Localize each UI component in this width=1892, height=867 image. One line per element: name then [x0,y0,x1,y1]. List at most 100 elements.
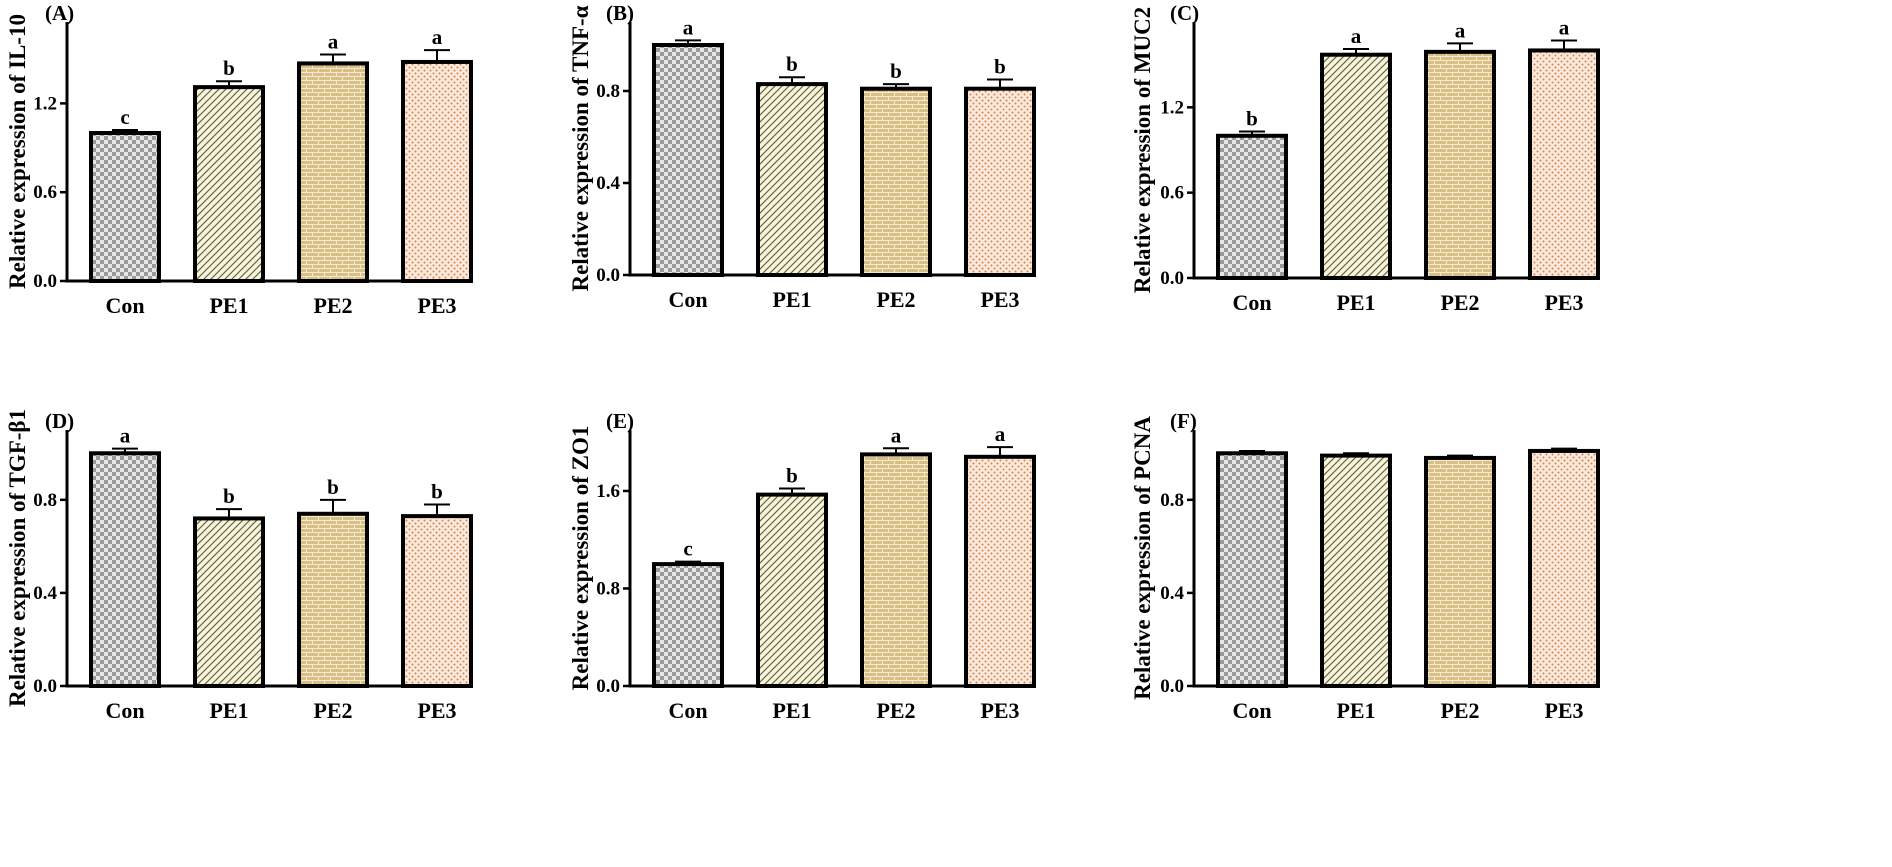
significance-letter: a [120,424,131,448]
x-tick-label: PE1 [772,698,811,723]
bar-pe3 [401,59,473,283]
bar-pe1 [1320,52,1392,281]
x-tick-label: PE2 [876,698,915,723]
chart-panel-5: (E) Relative expression of ZO1 0.0 0.8 1.6 c C… [568,409,1036,723]
y-tick-label: 0.0 [33,271,57,292]
significance-letter: b [890,59,902,83]
significance-letter: c [120,105,129,129]
panel-letter: (A) [45,1,74,25]
bar-pe2 [1424,455,1496,688]
significance-letter: b [223,56,235,80]
significance-letter: b [786,464,798,488]
y-tick-label: 0.0 [596,676,620,697]
x-tick-label: Con [668,698,707,723]
y-tick-label: 0.0 [1160,268,1184,289]
significance-letter: b [1246,107,1258,131]
panel-letter: (C) [1170,1,1199,25]
bar-con [1216,451,1288,689]
x-tick-label: PE1 [1336,290,1375,315]
significance-letter: a [683,15,694,39]
panel-letter: (B) [606,1,634,25]
bar-pe3 [964,454,1036,689]
x-tick-label: PE1 [209,698,248,723]
x-tick-label: PE1 [1336,698,1375,723]
y-axis-label: Relative expression of PCNA [1130,416,1155,700]
bar-pe2 [297,61,369,283]
chart-panel-2: (B) Relative expression of TNF-α 0.0 0.4 0.8… [568,1,1036,312]
y-axis-label: Relative expression of IL-10 [5,14,30,289]
y-tick-label: 0.8 [596,578,620,599]
x-tick-label: PE1 [772,287,811,312]
x-tick-label: PE3 [417,293,456,318]
x-tick-label: PE2 [313,698,352,723]
x-tick-label: PE1 [209,293,248,318]
x-tick-label: Con [1232,290,1271,315]
y-axis-label: Relative expression of TGF-β1 [5,409,30,707]
bar-con [89,131,161,283]
bar-pe1 [756,82,828,277]
bar-pe2 [1424,49,1496,280]
x-tick-label: PE3 [1544,290,1583,315]
y-axis-label: Relative expression of MUC2 [1130,7,1155,293]
x-tick-label: PE3 [1544,698,1583,723]
bar-pe3 [1528,448,1600,689]
y-tick-label: 1.2 [33,93,57,114]
y-tick-label: 0.4 [1160,583,1184,604]
y-tick-label: 0.4 [33,583,57,604]
significance-letter: a [328,30,339,54]
significance-letter: a [432,25,443,49]
y-tick-label: 1.2 [1160,97,1184,118]
panel-letter: (E) [606,409,634,433]
chart-panel-3: (C) Relative expression of MUC2 0.0 0.6 1.2 b… [1130,1,1600,315]
x-tick-label: Con [1232,698,1271,723]
y-tick-label: 0.4 [596,173,620,194]
chart-panel-4: (D) Relative expression of TGF-β1 0.0 0.4 0.… [5,409,473,723]
bar-pe1 [193,516,265,688]
chart-panel-1: (A) Relative expression of IL-10 0.0 0.6 1.2… [5,1,473,318]
x-tick-label: PE2 [313,293,352,318]
panel-letter: (D) [45,409,74,433]
y-tick-label: 0.0 [33,676,57,697]
x-tick-label: PE2 [1440,698,1479,723]
y-axis-label: Relative expression of ZO1 [568,426,593,691]
y-tick-label: 0.0 [1160,676,1184,697]
bar-pe3 [964,86,1036,277]
panel-letter: (F) [1170,409,1197,433]
y-tick-label: 0.0 [596,265,620,286]
x-tick-label: PE3 [417,698,456,723]
x-tick-label: PE2 [1440,290,1479,315]
bar-con [1216,133,1288,280]
bar-pe1 [756,492,828,688]
y-axis-label: Relative expression of TNF-α [568,5,593,291]
significance-letter: b [431,479,443,503]
x-tick-label: Con [668,287,707,312]
bar-con [89,451,161,689]
bar-pe3 [401,514,473,688]
x-tick-label: PE3 [980,287,1019,312]
significance-letter: a [1351,24,1362,48]
significance-letter: b [223,484,235,508]
significance-letter: c [683,537,692,561]
significance-letter: a [1455,18,1466,42]
significance-letter: b [786,52,798,76]
significance-letter: a [995,422,1006,446]
significance-letter: a [1559,15,1570,39]
x-tick-label: PE3 [980,698,1019,723]
significance-letter: a [891,423,902,447]
significance-letter: b [327,475,339,499]
bar-pe2 [860,86,932,277]
chart-panel-6: (F) Relative expression of PCNA 0.0 0.4 0.8 C… [1130,409,1600,723]
x-tick-label: PE2 [876,287,915,312]
x-tick-label: Con [105,293,144,318]
y-tick-label: 0.8 [33,490,57,511]
bar-pe1 [193,85,265,284]
bar-pe1 [1320,453,1392,688]
bar-con [652,43,724,277]
bar-con [652,562,724,688]
bar-pe2 [860,452,932,688]
y-tick-label: 0.6 [33,182,57,203]
bar-pe3 [1528,48,1600,280]
significance-letter: b [994,55,1006,79]
bar-pe2 [297,511,369,688]
